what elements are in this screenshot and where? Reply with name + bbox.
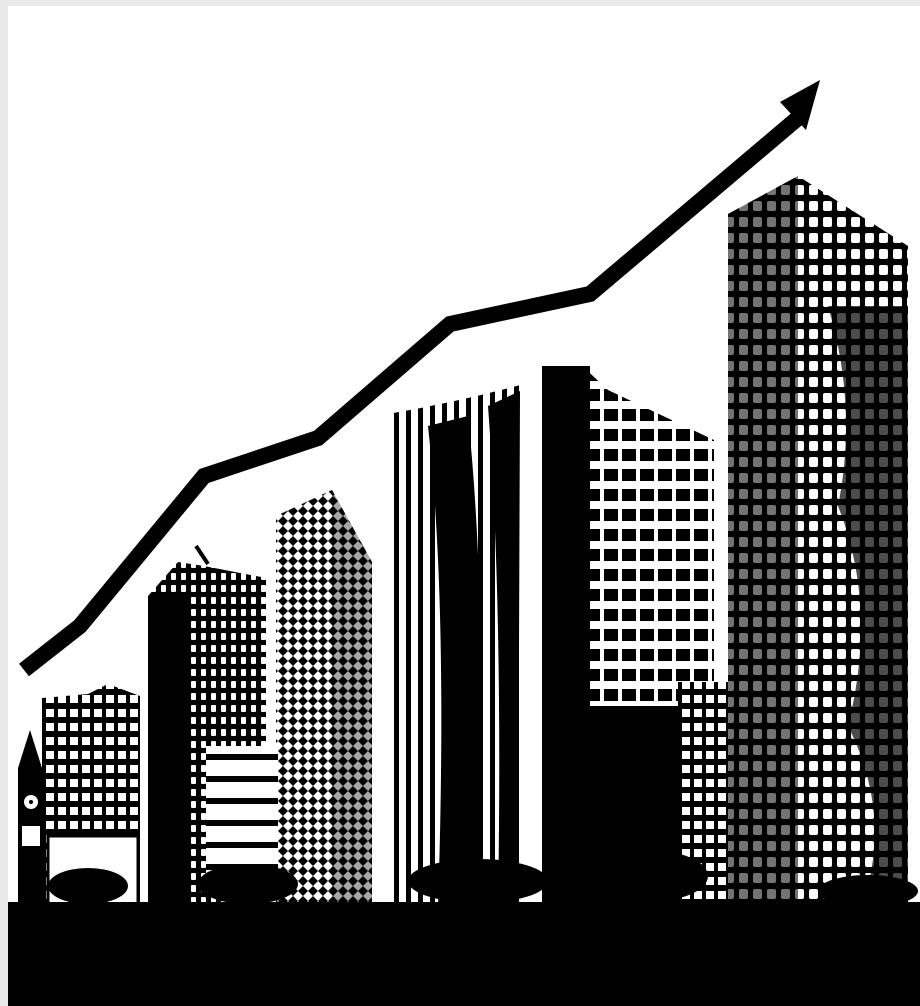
striped-glass-tower bbox=[388, 384, 524, 906]
clock-tower-icon bbox=[18, 730, 44, 906]
diamond-facade-tower bbox=[276, 490, 372, 906]
ground-band bbox=[8, 902, 920, 1006]
left-midrise-building bbox=[148, 546, 278, 906]
tall-right-skyscraper bbox=[728, 176, 908, 906]
city-growth-illustration bbox=[8, 6, 920, 1006]
image-frame bbox=[8, 6, 920, 1006]
